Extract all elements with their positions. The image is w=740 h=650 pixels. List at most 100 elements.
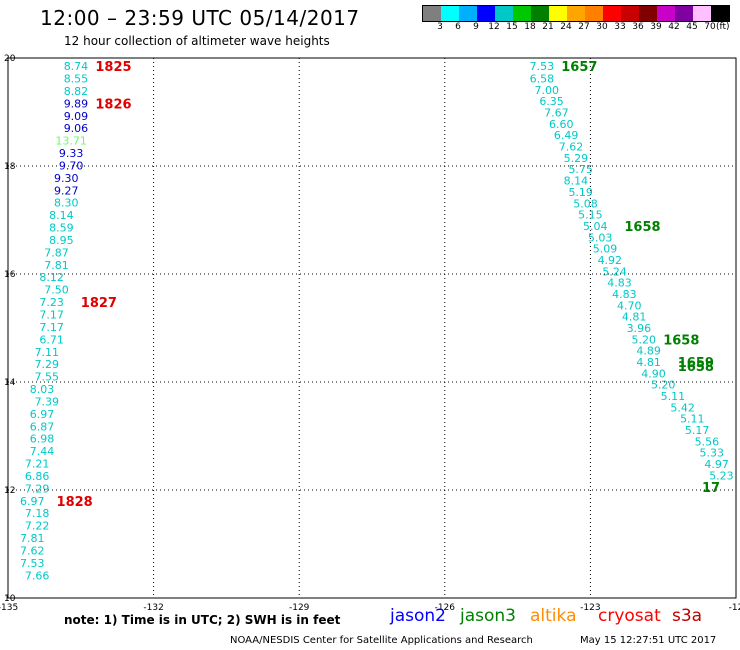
wave-height-value: 5.20 (651, 379, 676, 392)
wave-height-value: 6.86 (25, 470, 50, 483)
wave-height-value: 3.96 (627, 322, 652, 335)
wave-height-value: 8.55 (64, 73, 89, 86)
wave-height-value: 4.83 (607, 277, 632, 290)
wave-height-value: 9.30 (54, 172, 79, 185)
wave-height-value: 9.09 (64, 110, 89, 123)
colorbar-cell (639, 6, 657, 21)
footer-note: note: 1) Time is in UTC; 2) SWH is in fe… (64, 613, 341, 627)
wave-height-value: 5.04 (583, 220, 608, 233)
wave-height-value: 7.50 (44, 284, 69, 297)
pass-time-label: 1658 (624, 220, 660, 235)
wave-height-value: 9.27 (54, 184, 79, 197)
colorbar-tick-label: 18 (524, 22, 536, 32)
wave-height-value: 4.83 (612, 288, 637, 301)
wave-height-value: 6.71 (39, 333, 64, 346)
map-frame (7, 57, 737, 599)
colorbar-tick-label: 6 (455, 22, 461, 32)
pass-time-label: 1658 (678, 360, 714, 375)
x-tick-label: -132 (143, 603, 163, 613)
wave-height-value: 8.74 (64, 60, 89, 73)
colorbar-cell (567, 6, 585, 21)
wave-height-value: 7.62 (559, 141, 584, 154)
wave-height-value: 6.97 (30, 408, 55, 421)
wave-height-value: 8.03 (30, 383, 55, 396)
wave-height-value: 8.59 (49, 222, 74, 235)
page-subtitle: 12 hour collection of altimeter wave hei… (64, 34, 330, 48)
wave-height-value: 8.12 (39, 271, 64, 284)
y-tick-label: 10 (4, 594, 16, 604)
colorbar-tick-labels: 3 6 9 12 15 18 21 24 27 30 33 36 39 42 45 70 (422, 22, 728, 34)
pass-time-label: 1659 (678, 356, 714, 371)
colorbar-tick-label: 70 (704, 22, 716, 32)
wave-height-value: 5.15 (578, 209, 603, 222)
colorbar-tick-label: 33 (614, 22, 626, 32)
wave-height-value: 13.71 (55, 135, 87, 148)
colorbar-cell (495, 6, 513, 21)
wave-height-colorbar (422, 5, 730, 22)
wave-height-value: 4.89 (636, 345, 661, 358)
x-tick-label: -135 (0, 603, 18, 613)
colorbar-cell (711, 6, 729, 21)
colorbar-tick-label: 30 (596, 22, 608, 32)
colorbar-cell (603, 6, 621, 21)
colorbar-tick-label: 9 (473, 22, 479, 32)
legend-jason3: jason3 (460, 606, 516, 626)
wave-height-value: 4.97 (704, 458, 729, 471)
wave-height-value: 7.53 (530, 60, 555, 73)
colorbar-tick-label: 3 (437, 22, 443, 32)
wave-height-value: 5.20 (632, 333, 657, 346)
wave-height-value: 5.17 (685, 424, 710, 437)
wave-height-value: 7.62 (20, 544, 45, 557)
colorbar-cell (549, 6, 567, 21)
colorbar-cell (621, 6, 639, 21)
colorbar-tick-label: 45 (686, 22, 698, 32)
wave-height-value: 9.70 (59, 159, 84, 172)
wave-height-value: 5.08 (573, 197, 598, 210)
colorbar-cell (585, 6, 603, 21)
wave-height-value: 7.11 (35, 346, 60, 359)
wave-height-value: 7.44 (30, 445, 55, 458)
wave-height-value: 6.87 (30, 420, 55, 433)
colorbar-cell (477, 6, 495, 21)
colorbar-tick-label: 21 (542, 22, 554, 32)
x-tick-label: -126 (435, 603, 456, 613)
colorbar-cell (675, 6, 693, 21)
pass-time-label: 17 (702, 481, 720, 496)
wave-height-value: 7.66 (25, 569, 50, 582)
wave-height-value: 4.81 (622, 311, 647, 324)
wave-height-value: 9.89 (64, 97, 89, 110)
wave-height-value: 8.14 (564, 175, 589, 188)
legend-altika: altika (530, 606, 577, 626)
x-tick-label: -123 (580, 603, 600, 613)
pass-time-label: 1826 (95, 97, 131, 112)
wave-height-value: 5.09 (593, 243, 618, 256)
wave-height-value: 7.21 (25, 458, 50, 471)
wave-height-value: 5.11 (661, 390, 686, 403)
wave-height-value: 7.00 (534, 84, 559, 97)
wave-height-value: 5.42 (670, 401, 695, 414)
wave-height-value: 4.70 (617, 299, 642, 312)
wave-height-value: 7.81 (20, 532, 45, 545)
pass-time-label: 1657 (561, 60, 597, 75)
wave-height-value: 5.29 (564, 152, 589, 165)
wave-height-value: 5.56 (695, 435, 720, 448)
wave-height-value: 7.18 (25, 507, 50, 520)
wave-height-value: 7.29 (35, 358, 60, 371)
wave-height-value: 7.29 (25, 482, 50, 495)
y-tick-label: 16 (4, 270, 16, 280)
colorbar-tick-label: 27 (578, 22, 590, 32)
wave-height-value: 8.95 (49, 234, 74, 247)
wave-height-value: 7.17 (39, 309, 64, 322)
wave-height-value: 5.23 (709, 469, 734, 482)
colorbar-cell (693, 6, 711, 21)
legend-s3a: s3a (672, 606, 703, 626)
wave-height-value: 4.90 (641, 367, 666, 380)
y-tick-label: 20 (4, 54, 16, 64)
wave-height-value: 7.81 (44, 259, 69, 272)
colorbar-cell (513, 6, 531, 21)
wave-height-value: 9.06 (64, 122, 89, 135)
colorbar-tick-label: 42 (668, 22, 680, 32)
colorbar-cell (657, 6, 675, 21)
pass-time-label: 1827 (81, 296, 117, 311)
